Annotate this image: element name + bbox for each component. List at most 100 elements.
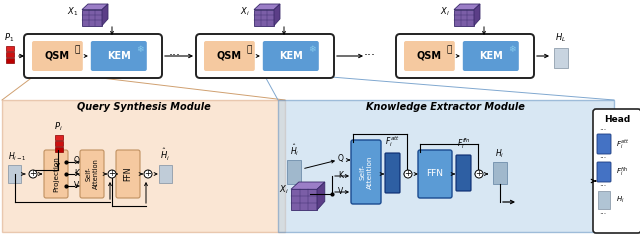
Bar (6, 46, 14, 51)
Bar (6, 52, 14, 57)
Polygon shape (274, 4, 280, 26)
Text: FFN: FFN (426, 169, 444, 179)
Polygon shape (291, 189, 317, 210)
Text: QSM: QSM (217, 51, 242, 61)
Text: KEM: KEM (279, 51, 303, 61)
Text: +: + (29, 169, 36, 179)
FancyBboxPatch shape (385, 153, 400, 193)
Text: $H_i$: $H_i$ (495, 147, 504, 160)
Text: $H_i$: $H_i$ (616, 195, 625, 205)
Text: +: + (145, 169, 152, 179)
Text: $\hat{H}_i$: $\hat{H}_i$ (160, 147, 170, 163)
FancyBboxPatch shape (456, 155, 471, 191)
FancyBboxPatch shape (263, 41, 319, 71)
FancyBboxPatch shape (80, 150, 104, 198)
Polygon shape (2, 100, 285, 232)
Polygon shape (474, 4, 480, 26)
FancyBboxPatch shape (593, 109, 640, 233)
Circle shape (29, 170, 37, 178)
Text: ...: ... (600, 124, 607, 132)
Text: ❄: ❄ (136, 45, 144, 54)
Text: +: + (404, 169, 412, 179)
Text: 🔥: 🔥 (447, 45, 452, 54)
Text: ...: ... (600, 151, 607, 161)
FancyBboxPatch shape (44, 150, 68, 198)
Polygon shape (254, 10, 274, 26)
Text: $\hat{H}_i$: $\hat{H}_i$ (291, 142, 300, 158)
Text: V: V (74, 180, 79, 190)
Text: ...: ... (600, 208, 607, 216)
Text: K: K (74, 168, 79, 178)
Text: ❄: ❄ (508, 45, 516, 54)
Text: Self-
Attention: Self- Attention (86, 159, 99, 190)
Polygon shape (454, 10, 474, 26)
Text: V: V (338, 186, 343, 195)
Text: $F_i^{ffn}$: $F_i^{ffn}$ (616, 165, 628, 179)
Text: +: + (109, 169, 115, 179)
Text: $H_{i-1}$: $H_{i-1}$ (8, 150, 27, 163)
Text: Query Synthesis Module: Query Synthesis Module (77, 102, 211, 112)
Text: Self-
Attention: Self- Attention (360, 155, 372, 189)
Bar (55, 147, 63, 152)
FancyBboxPatch shape (597, 134, 611, 154)
Text: KEM: KEM (107, 51, 131, 61)
Text: 🔥: 🔥 (74, 45, 80, 54)
Text: ❄: ❄ (308, 45, 316, 54)
Text: Projection: Projection (53, 156, 59, 192)
Text: FFN: FFN (124, 167, 132, 181)
Polygon shape (291, 182, 325, 189)
Text: K: K (338, 171, 343, 179)
Bar (6, 58, 14, 63)
Text: ···: ··· (169, 50, 181, 62)
Polygon shape (82, 10, 102, 26)
Text: $P_1$: $P_1$ (4, 32, 14, 44)
Bar (554, 48, 568, 68)
Polygon shape (454, 4, 480, 10)
FancyBboxPatch shape (91, 41, 147, 71)
Bar (598, 191, 610, 209)
Text: $X_i$: $X_i$ (279, 184, 289, 197)
Circle shape (144, 170, 152, 178)
Text: $X_i$: $X_i$ (240, 5, 250, 18)
Polygon shape (82, 4, 108, 10)
Text: $X_1$: $X_1$ (67, 5, 78, 18)
Text: Head: Head (604, 116, 630, 124)
Circle shape (475, 170, 483, 178)
Polygon shape (254, 4, 280, 10)
Text: $F_i^{att}$: $F_i^{att}$ (616, 138, 630, 150)
Bar (159, 165, 172, 183)
FancyBboxPatch shape (463, 41, 519, 71)
FancyBboxPatch shape (418, 150, 452, 198)
Text: $F_i^{ffn}$: $F_i^{ffn}$ (456, 136, 470, 151)
Text: Knowledge Extractor Module: Knowledge Extractor Module (365, 102, 524, 112)
Text: ...: ... (600, 179, 607, 189)
Text: 🔥: 🔥 (246, 45, 252, 54)
FancyBboxPatch shape (116, 150, 140, 198)
Text: KEM: KEM (479, 51, 502, 61)
Polygon shape (317, 182, 325, 210)
Text: Q: Q (74, 157, 80, 165)
Text: $H_L$: $H_L$ (556, 32, 566, 44)
Bar (55, 135, 63, 140)
Text: Q: Q (338, 154, 344, 164)
Text: $F_i^{att}$: $F_i^{att}$ (385, 134, 400, 149)
FancyBboxPatch shape (196, 34, 334, 78)
Text: $X_l$: $X_l$ (440, 5, 450, 18)
Circle shape (404, 170, 412, 178)
Polygon shape (102, 4, 108, 26)
Polygon shape (278, 100, 614, 232)
FancyBboxPatch shape (204, 41, 255, 71)
FancyBboxPatch shape (32, 41, 83, 71)
Text: ···: ··· (364, 50, 376, 62)
Circle shape (108, 170, 116, 178)
Text: +: + (476, 169, 483, 179)
Text: QSM: QSM (417, 51, 442, 61)
FancyBboxPatch shape (24, 34, 162, 78)
Text: $P_i$: $P_i$ (54, 121, 62, 133)
Bar (8, 165, 21, 183)
FancyBboxPatch shape (396, 34, 534, 78)
Bar (493, 162, 507, 184)
FancyBboxPatch shape (404, 41, 455, 71)
FancyBboxPatch shape (597, 162, 611, 182)
Bar (287, 160, 301, 184)
